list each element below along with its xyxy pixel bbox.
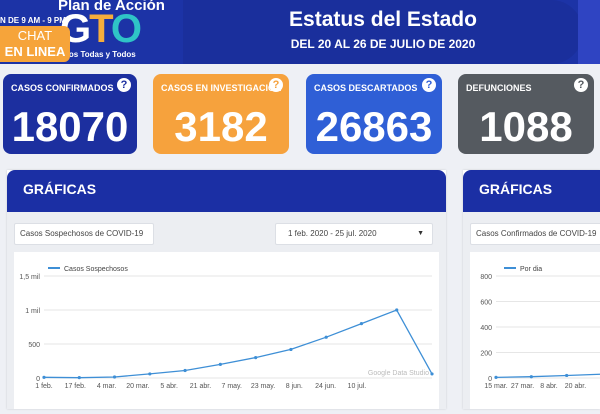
x-tick-label: 10 jul. — [348, 383, 367, 390]
x-tick-label: 20 abr. — [565, 383, 586, 390]
gto-logo[interactable]: GTO — [60, 7, 142, 51]
y-tick-label: 0 — [488, 376, 492, 383]
x-tick-label: 7 may. — [221, 383, 242, 390]
page-subtitle: DEL 20 AL 26 DE JULIO DE 2020 — [290, 37, 476, 51]
x-tick-label: 8 abr. — [540, 383, 558, 390]
legend-label: Casos Sospechosos — [64, 266, 128, 273]
help-icon[interactable]: ? — [269, 78, 283, 92]
metric-select[interactable]: Casos Confirmados de COVID-19 — [470, 223, 600, 245]
help-icon[interactable]: ? — [422, 78, 436, 92]
x-tick-label: 17 feb. — [65, 383, 86, 390]
metric-select-value: Casos Confirmados de COVID-19 — [476, 229, 597, 238]
charts-panel-suspected: GRÁFICAS Casos Sospechosos de COVID-19 1… — [7, 170, 446, 409]
data-point — [254, 356, 258, 360]
chat-online-label: EN LINEA — [4, 44, 66, 59]
card-value: 1088 — [479, 103, 573, 150]
x-tick-label: 21 abr. — [190, 383, 211, 390]
logo-plan-text: Plan de Acción — [58, 0, 165, 14]
page-title: Estatus del Estado — [289, 8, 477, 31]
y-tick-label: 1 mil — [25, 308, 40, 315]
series-line — [43, 309, 433, 379]
date-range-value: 1 feb. 2020 - 25 jul. 2020 — [288, 229, 377, 238]
data-point — [529, 375, 533, 379]
header-title-area — [183, 0, 583, 64]
logo-letter-o: O — [110, 7, 142, 51]
card-label: DEFUNCIONES — [466, 83, 532, 93]
panel-heading: GRÁFICAS — [479, 181, 553, 197]
data-point — [148, 372, 152, 376]
x-tick-label: 1 feb. — [35, 383, 53, 390]
header-edge — [578, 0, 600, 64]
panel-header: GRÁFICAS — [7, 170, 446, 212]
help-icon[interactable]: ? — [574, 78, 588, 92]
data-point — [494, 375, 498, 379]
x-tick-label: 20 mar. — [126, 383, 149, 390]
card-discarded: CASOS DESCARTADOS ? 26863 — [306, 74, 442, 154]
card-label: CASOS CONFIRMADOS — [11, 83, 114, 93]
data-point — [183, 368, 187, 373]
confirmed-line-chart: 0 200 400 600 800 15 mar. 27 mar. 8 abr. 20 abr.… — [480, 266, 600, 390]
data-point — [77, 376, 81, 380]
y-tick-label: 400 — [480, 325, 492, 332]
x-tick-label: 23 may. — [251, 383, 275, 390]
panel-heading: GRÁFICAS — [23, 181, 97, 197]
data-point — [395, 308, 399, 312]
header-bar: Plan de Acción GTO dándonos Todas y Todo… — [0, 0, 600, 64]
card-value: 18070 — [11, 103, 129, 150]
watermark-text: Google Data Studio — [368, 370, 429, 377]
y-tick-label: 600 — [480, 300, 492, 307]
series-line — [495, 373, 600, 379]
metric-select[interactable]: Casos Sospechosos de COVID-19 — [14, 223, 154, 245]
y-tick-label: 800 — [480, 274, 492, 281]
y-tick-label: 200 — [480, 351, 492, 358]
legend-label: Por dia — [520, 266, 542, 273]
x-tick-label: 5 abr. — [160, 383, 178, 390]
panel-header: GRÁFICAS — [463, 170, 600, 212]
help-icon[interactable]: ? — [117, 78, 131, 92]
chat-hours: N DE 9 AM - 9 PM — [0, 16, 66, 25]
chat-online-button[interactable]: CHAT EN LINEA — [0, 26, 70, 62]
x-tick-label: 4 mar. — [97, 383, 117, 390]
data-point — [565, 373, 569, 378]
y-tick-label: 500 — [28, 342, 40, 349]
data-point — [289, 347, 293, 352]
data-point — [430, 372, 434, 376]
x-tick-label: 27 mar. — [511, 383, 534, 390]
logo-tagline: dándonos Todas y Todos — [40, 50, 136, 59]
data-point — [218, 362, 222, 366]
card-investigation: CASOS EN INVESTIGACIÓN ? 3182 — [153, 74, 289, 154]
x-tick-label: 24 jun. — [315, 383, 336, 390]
y-tick-label: 0 — [36, 376, 40, 383]
suspected-chart-card: 0 500 1 mil 1,5 mil 1 feb. 17 feb. 4 mar. 20 ma… — [14, 252, 439, 409]
data-point — [324, 335, 328, 339]
x-tick-label: 8 jun. — [286, 383, 303, 390]
y-tick-label: 1,5 mil — [19, 274, 40, 281]
card-value: 26863 — [315, 103, 433, 150]
x-tick-label: 15 mar. — [484, 383, 507, 390]
metric-select-value: Casos Sospechosos de COVID-19 — [20, 229, 144, 238]
card-label: CASOS DESCARTADOS — [314, 83, 418, 93]
card-value: 3182 — [174, 103, 268, 150]
confirmed-chart-card: 0 200 400 600 800 15 mar. 27 mar. 8 abr. 20 abr.… — [470, 252, 600, 409]
data-point — [42, 375, 46, 379]
dropdown-arrow-icon: ▼ — [417, 230, 424, 237]
logo-letter-t: T — [89, 7, 113, 51]
card-deaths: DEFUNCIONES ? 1088 — [458, 74, 594, 154]
chat-label: CHAT — [17, 28, 53, 43]
suspected-line-chart: 0 500 1 mil 1,5 mil 1 feb. 17 feb. 4 mar. 20 ma… — [19, 266, 434, 390]
date-range-select[interactable]: 1 feb. 2020 - 25 jul. 2020 ▼ — [275, 223, 433, 245]
card-label: CASOS EN INVESTIGACIÓN — [161, 83, 282, 93]
data-point — [359, 322, 364, 326]
card-confirmed: CASOS CONFIRMADOS ? 18070 — [3, 74, 137, 154]
data-point — [112, 375, 117, 379]
charts-panel-confirmed: GRÁFICAS Casos Confirmados de COVID-19 0… — [463, 170, 600, 409]
